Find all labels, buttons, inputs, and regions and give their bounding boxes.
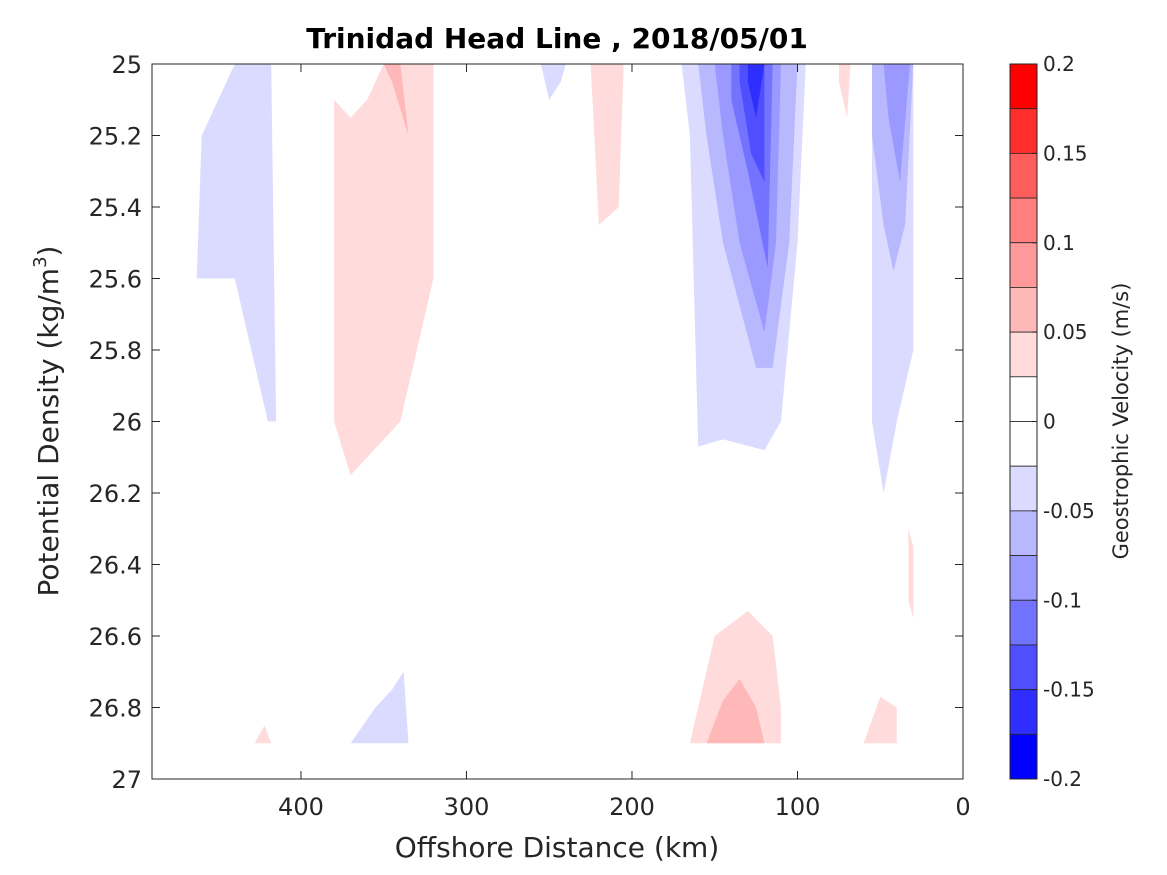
contour-region-pos-30km-deep [908, 528, 914, 619]
contour-region-pos-425km-deep [254, 725, 272, 744]
colorbar-tick-label: 0.05 [1043, 320, 1088, 344]
x-tick-label: 0 [955, 793, 970, 821]
y-axis-title-main: Potential Density (kg/m [32, 268, 65, 597]
colorbar-level [1009, 689, 1038, 735]
contour-region-neg-350km-deep [350, 671, 409, 744]
colorbar-level [1009, 108, 1038, 154]
colorbar-tick-label: 0 [1043, 410, 1056, 434]
y-tick-label: 25 [111, 51, 142, 79]
x-tick-label: 400 [278, 793, 324, 821]
contour-region-pos-50km-deep [863, 696, 897, 744]
contour-region-pos-130km-deep-l1 [689, 611, 781, 744]
y-tick-label: 27 [111, 766, 142, 794]
colorbar-level [1009, 599, 1038, 646]
colorbar-title: Geostrophic Velocity (m/s) [1109, 283, 1133, 560]
colorbar-level [1009, 510, 1038, 556]
colorbar-tick-label: 0.1 [1043, 231, 1075, 255]
y-axis-ticks: 25 25.2 25.4 25.6 25.8 26 26.2 26.4 26.6 26.8 27 [89, 51, 963, 794]
colorbar-level [1009, 644, 1038, 691]
colorbar-level [1009, 152, 1038, 199]
y-axis-title-close: ) [32, 246, 65, 257]
colorbar-ticks: 0.2 0.15 0.1 0.05 0 -0.05 -0.1 -0.15 -0.2 [1032, 52, 1095, 791]
x-tick-label: 100 [775, 793, 821, 821]
colorbar-level [1009, 197, 1038, 244]
contour-region-pos-380km [334, 64, 434, 476]
colorbar-tick-label: -0.05 [1043, 499, 1095, 523]
chart-title: Trinidad Head Line , 2018/05/01 [306, 22, 808, 55]
contour-region-pos-215km [590, 64, 624, 225]
y-tick-label: 26.6 [89, 623, 142, 651]
colorbar-tick-label: -0.15 [1043, 678, 1095, 702]
colorbar-level [1009, 331, 1038, 378]
colorbar [1009, 63, 1038, 780]
colorbar-frame [1009, 63, 1038, 780]
y-tick-label: 26.2 [89, 480, 142, 508]
y-tick-label: 25.4 [89, 194, 142, 222]
colorbar-tick-label: -0.2 [1043, 767, 1082, 791]
x-axis-title: Offshore Distance (km) [395, 831, 720, 864]
contour-region-neg-245km [540, 64, 566, 100]
colorbar-level [1009, 287, 1038, 333]
contour-region-pos-75km [838, 64, 851, 118]
colorbar-level [1009, 555, 1038, 601]
colorbar-level [1009, 63, 1038, 110]
contour-region-neg-50km-l3 [883, 64, 910, 182]
contour-region-pos-130km-deep-l2 [706, 678, 765, 744]
contour-region-neg-offshore-465km [196, 64, 277, 422]
contour-regions [196, 64, 914, 744]
y-tick-label: 26.4 [89, 552, 142, 580]
colorbar-level [1009, 421, 1038, 467]
contour-region-neg-130km-l6 [747, 64, 765, 118]
x-tick-label: 300 [444, 793, 490, 821]
colorbar-tick-label: -0.1 [1043, 588, 1082, 612]
colorbar-tick-label: 0.15 [1043, 141, 1088, 165]
x-axis-ticks: 400 300 200 100 0 [278, 64, 971, 821]
y-tick-label: 26 [111, 409, 142, 437]
colorbar-level [1009, 376, 1038, 422]
y-axis-title: Potential Density (kg/m3) [30, 246, 65, 597]
colorbar-level [1009, 465, 1038, 512]
colorbar-tick-label: 0.2 [1043, 52, 1075, 76]
plot-area [152, 64, 963, 779]
x-tick-label: 200 [609, 793, 655, 821]
y-tick-label: 26.8 [89, 695, 142, 723]
y-tick-label: 25.6 [89, 266, 142, 294]
colorbar-level [1009, 733, 1038, 780]
y-tick-label: 25.8 [89, 337, 142, 365]
colorbar-level [1009, 242, 1038, 288]
y-tick-label: 25.2 [89, 123, 142, 151]
contour-region-pos-350km-core [383, 64, 409, 136]
y-axis-title-superscript: 3 [30, 256, 51, 267]
